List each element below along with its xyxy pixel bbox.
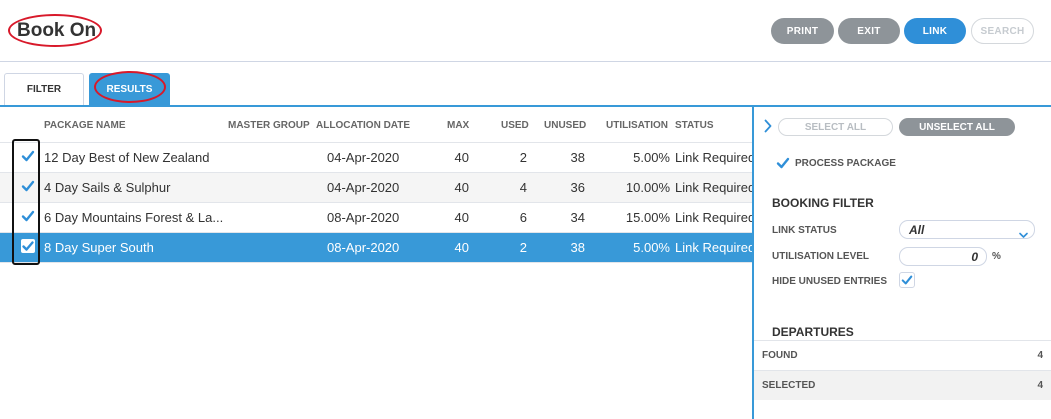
table-row[interactable]: 6 Day Mountains Forest & La... 08-Apr-20… xyxy=(0,203,756,233)
col-master-group[interactable]: MASTER GROUP xyxy=(228,120,310,131)
unselect-all-button[interactable]: UNSELECT ALL xyxy=(899,118,1015,136)
cell-status: Link Required xyxy=(675,240,756,255)
cell-max: 40 xyxy=(454,210,469,225)
link-status-label: LINK STATUS xyxy=(772,225,837,236)
cell-allocation-date: 08-Apr-2020 xyxy=(327,210,400,225)
cell-allocation-date: 04-Apr-2020 xyxy=(327,150,400,165)
chevron-right-icon[interactable] xyxy=(764,119,772,138)
page-title: Book On xyxy=(17,20,97,41)
utilisation-level-label: UTILISATION LEVEL xyxy=(772,251,870,262)
cell-utilisation: 5.00% xyxy=(633,150,670,165)
annotation-box-checkboxes xyxy=(12,139,40,265)
side-panel: SELECT ALL UNSELECT ALL PROCESS PACKAGE … xyxy=(752,107,1051,419)
annotation-oval-results xyxy=(94,71,166,103)
select-all-button[interactable]: SELECT ALL xyxy=(778,118,893,136)
cell-used: 4 xyxy=(519,180,527,195)
cell-utilisation: 15.00% xyxy=(625,210,670,225)
table-row-selected[interactable]: 8 Day Super South 08-Apr-2020 40 2 38 5.… xyxy=(0,233,756,263)
cell-max: 40 xyxy=(454,150,469,165)
header-divider xyxy=(0,142,752,143)
exit-button[interactable]: EXIT xyxy=(838,18,900,44)
cell-used: 6 xyxy=(519,210,527,225)
cell-utilisation: 5.00% xyxy=(633,240,670,255)
link-button[interactable]: LINK xyxy=(904,18,966,44)
cell-unused: 34 xyxy=(570,210,585,225)
departures-selected-row: SELECTED 4 xyxy=(754,370,1051,400)
departures-heading: DEPARTURES xyxy=(772,325,854,339)
col-unused[interactable]: UNUSED xyxy=(544,120,587,131)
cell-used: 2 xyxy=(519,240,527,255)
cell-status: Link Required xyxy=(675,210,756,225)
cell-max: 40 xyxy=(454,180,469,195)
utilisation-level-value: 0 xyxy=(971,250,978,264)
tab-filter[interactable]: FILTER xyxy=(4,73,84,105)
page-header: Book On PRINT EXIT LINK SEARCH xyxy=(0,0,1051,62)
table-row[interactable]: 12 Day Best of New Zealand 04-Apr-2020 4… xyxy=(0,143,756,173)
chevron-down-icon xyxy=(1019,226,1028,244)
cell-unused: 36 xyxy=(570,180,585,195)
col-max[interactable]: MAX xyxy=(447,120,470,131)
cell-unused: 38 xyxy=(570,240,585,255)
selected-count: 4 xyxy=(1037,380,1043,391)
booking-filter-heading: BOOKING FILTER xyxy=(772,196,874,210)
hide-unused-label: HIDE UNUSED ENTRIES xyxy=(772,276,888,287)
col-package-name[interactable]: PACKAGE NAME xyxy=(44,120,126,131)
cell-allocation-date: 04-Apr-2020 xyxy=(327,180,400,195)
cell-status: Link Required xyxy=(675,150,756,165)
percent-unit: % xyxy=(992,251,1001,262)
cell-package-name: 12 Day Best of New Zealand xyxy=(44,150,210,165)
col-allocation-date[interactable]: ALLOCATION DATE xyxy=(316,120,411,131)
process-package-checkbox[interactable] xyxy=(775,155,791,171)
row-checkbox-checked-icon[interactable] xyxy=(21,149,35,163)
found-label: FOUND xyxy=(762,350,798,361)
departures-found-row: FOUND 4 xyxy=(754,340,1051,370)
cell-package-name: 8 Day Super South xyxy=(44,240,154,255)
cell-allocation-date: 08-Apr-2020 xyxy=(327,240,400,255)
selected-label: SELECTED xyxy=(762,380,816,391)
table-row[interactable]: 4 Day Sails & Sulphur 04-Apr-2020 40 4 3… xyxy=(0,173,756,203)
row-checkbox-checked-icon[interactable] xyxy=(21,239,35,253)
col-utilisation[interactable]: UTILISATION xyxy=(606,120,669,131)
cell-package-name: 4 Day Sails & Sulphur xyxy=(44,180,171,195)
tab-underline xyxy=(0,105,1051,107)
col-status[interactable]: STATUS xyxy=(675,120,714,131)
row-checkbox-checked-icon[interactable] xyxy=(21,209,35,223)
process-package-label: PROCESS PACKAGE xyxy=(795,158,896,169)
cell-utilisation: 10.00% xyxy=(625,180,670,195)
search-button[interactable]: SEARCH xyxy=(971,18,1034,44)
cell-unused: 38 xyxy=(570,150,585,165)
utilisation-level-input[interactable]: 0 xyxy=(899,247,987,266)
print-button[interactable]: PRINT xyxy=(771,18,834,44)
cell-package-name: 6 Day Mountains Forest & La... xyxy=(44,210,224,225)
cell-status: Link Required xyxy=(675,180,756,195)
cell-max: 40 xyxy=(454,240,469,255)
hide-unused-checkbox[interactable] xyxy=(899,272,915,288)
link-status-select[interactable]: All xyxy=(899,220,1035,239)
found-count: 4 xyxy=(1037,350,1043,361)
col-used[interactable]: USED xyxy=(501,120,529,131)
annotation-oval-title xyxy=(8,14,102,47)
row-checkbox-checked-icon[interactable] xyxy=(21,179,35,193)
link-status-value: All xyxy=(909,223,925,237)
cell-used: 2 xyxy=(519,150,527,165)
